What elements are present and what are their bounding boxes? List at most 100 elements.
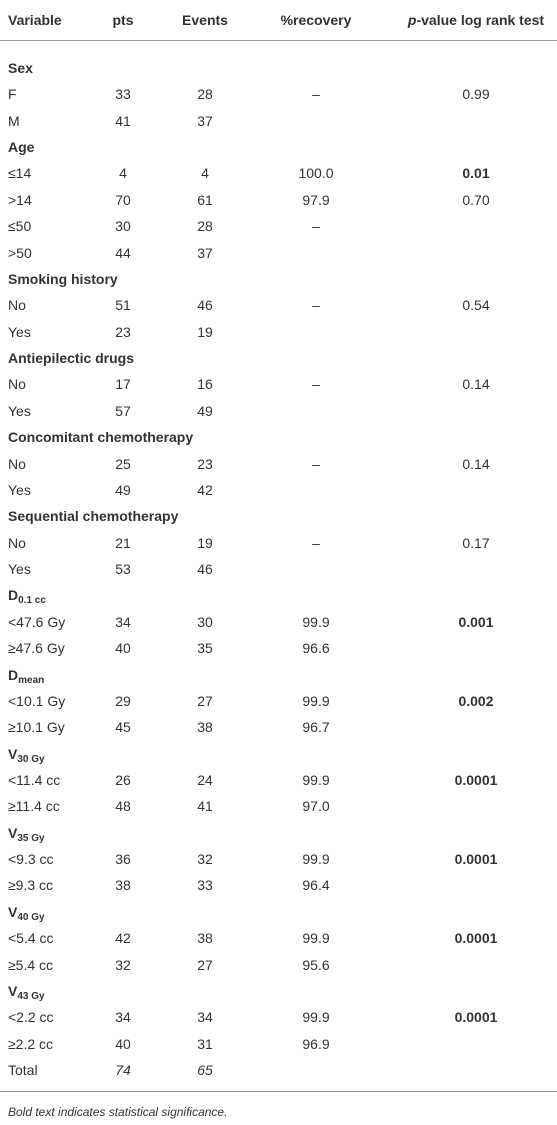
group-title-text: Antiepilectic drugs [8,350,135,367]
cell: 99.9 [302,692,330,709]
group-title: Smoking history [8,270,118,288]
cell: 99.9 [302,771,330,788]
cell: 40 [115,1035,131,1052]
group-subscript: 35 Gy [17,832,45,844]
group-title-text: Sex [8,60,33,76]
cell: 32 [197,851,213,868]
group-title-text: V [8,745,18,762]
cell: 41 [197,798,213,815]
cell: 19 [197,534,213,551]
cell: 33 [115,86,131,103]
column-header: p-value log rank test [376,11,557,29]
cell: 61 [197,191,213,208]
cell: 19 [197,323,213,340]
cell: – [312,86,320,103]
footnote: Bold text indicates statistical signific… [8,1105,228,1119]
cell: 0.0001 [454,771,498,788]
group-title-text: Sequential chemotherapy [8,508,179,525]
cell: 31 [197,1035,213,1052]
cell: 0.0001 [454,851,498,868]
cell: 57 [115,402,131,419]
cell: 0.002 [458,692,494,709]
row-label: <9.3 cc [8,851,54,868]
cell: 38 [197,719,213,736]
cell: 99.9 [302,1009,330,1026]
group-title: Dmean [8,666,44,690]
cell: 0.0001 [454,1009,498,1026]
cell: 96.4 [302,877,330,894]
cell: 29 [115,692,131,709]
cell: 46 [197,297,213,314]
group-title: D0.1 cc [8,586,46,610]
header-rule [0,40,557,41]
cell: 32 [115,956,131,973]
row-label: <47.6 Gy [8,613,66,630]
cell: 34 [115,613,131,630]
group-subscript: mean [18,674,45,686]
row-label: Yes [8,323,31,340]
cell: 40 [115,640,131,657]
row-label: ≤50 [8,218,32,235]
group-title-text: D [8,666,19,683]
row-label: Total [8,1062,38,1079]
cell: 99.9 [302,851,330,868]
cell: 48 [115,798,131,815]
cell: 99.9 [302,930,330,947]
cell: 0.14 [462,455,490,472]
cell: 41 [115,112,131,129]
group-title: V30 Gy [8,745,45,769]
group-title: V35 Gy [8,824,45,848]
row-label: ≥47.6 Gy [8,640,65,657]
cell: 99.9 [302,613,330,630]
cell: 38 [115,877,131,894]
cell: 23 [115,323,131,340]
row-label: No [8,534,26,551]
row-label: No [8,376,26,393]
cell: 53 [115,561,131,578]
row-label: No [8,297,26,314]
column-header: %recovery [280,12,352,28]
cell: 0.01 [462,165,490,182]
cell: 42 [115,930,131,947]
cell: 37 [197,112,213,129]
cell: 49 [115,481,131,498]
cell: 36 [115,851,131,868]
row-label: M [8,112,20,129]
cell: 100.0 [298,165,334,182]
row-label: <2.2 cc [8,1009,54,1026]
cell: 28 [197,218,213,235]
cell: – [312,218,320,235]
cell: 45 [115,719,131,736]
group-title-text: V [8,903,18,920]
cell: 0.14 [462,376,490,393]
cell: 95.6 [302,956,330,973]
row-label: ≥5.4 cc [8,956,54,973]
group-title: Concomitant chemotherapy [8,428,193,446]
cell: 96.9 [302,1035,330,1052]
cell: – [312,297,320,314]
cell: 96.7 [302,719,330,736]
group-title: Antiepilectic drugs [8,349,134,367]
cell: 27 [197,692,213,709]
group-title-text: V [8,824,18,841]
group-title-text: Concomitant chemotherapy [8,429,194,446]
cell: 24 [197,771,213,788]
cell: 65 [197,1062,213,1079]
cell: 33 [197,877,213,894]
row-label: >14 [8,191,32,208]
cell: 74 [115,1062,131,1079]
cell: 44 [115,244,131,261]
cell: 38 [197,930,213,947]
cell: 4 [119,165,127,182]
group-title-text: D [8,587,19,604]
cell: 49 [197,402,213,419]
row-label: ≥9.3 cc [8,877,54,894]
header-text: -value log rank test [416,12,545,28]
row-label: No [8,455,26,472]
row-label: ≥2.2 cc [8,1035,54,1052]
row-label: F [8,86,17,103]
cell: 28 [197,86,213,103]
cell: 34 [197,1009,213,1026]
group-title-text: Age [8,139,35,156]
